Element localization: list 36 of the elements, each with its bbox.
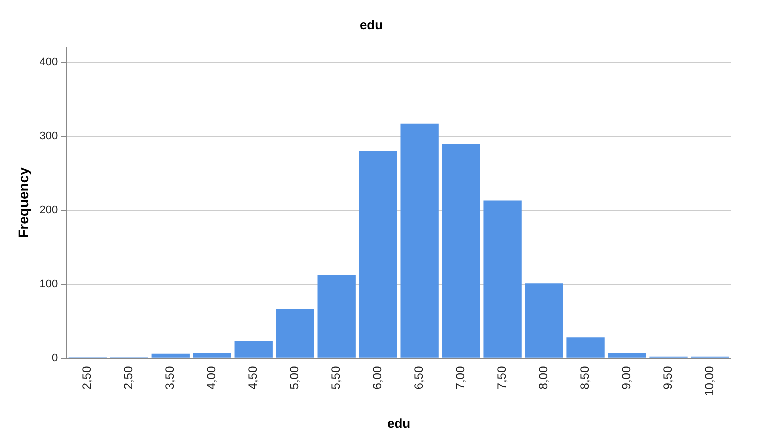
bar xyxy=(234,341,273,358)
x-tick-label: 2,50 xyxy=(122,366,136,390)
x-tick-label: 6,50 xyxy=(412,366,426,390)
bar xyxy=(525,284,564,358)
bar xyxy=(400,124,439,358)
x-tick-label: 9,00 xyxy=(620,366,634,390)
x-tick-label: 4,00 xyxy=(204,366,219,390)
bar xyxy=(318,276,356,358)
x-axis-title: edu xyxy=(388,416,411,431)
x-tick-label: 7,50 xyxy=(495,366,510,390)
bar xyxy=(484,200,522,358)
x-tick-label: 3,50 xyxy=(163,366,178,390)
bar xyxy=(193,353,232,358)
bar xyxy=(152,354,190,358)
x-tick-label: 6,00 xyxy=(370,366,385,390)
y-tick-label: 0 xyxy=(52,352,58,364)
bar xyxy=(608,353,646,358)
bar xyxy=(359,151,398,358)
y-tick-label: 100 xyxy=(40,278,58,290)
y-axis-title: Frequency xyxy=(15,167,32,238)
bar xyxy=(276,310,314,358)
y-tick-label: 400 xyxy=(40,56,58,68)
x-tick-label: 4,50 xyxy=(246,366,260,390)
x-tick-label: 5,00 xyxy=(288,366,302,390)
x-tick-label: 2,50 xyxy=(80,366,94,390)
x-tick-label: 8,00 xyxy=(536,366,551,390)
bar xyxy=(442,144,480,358)
y-tick-label: 200 xyxy=(40,204,58,216)
x-tick-label: 9,50 xyxy=(661,366,676,390)
x-tick-label: 10,00 xyxy=(702,366,717,396)
x-tick-label: 5,50 xyxy=(329,366,344,390)
x-tick-label: 8,50 xyxy=(578,366,592,390)
y-tick-label: 300 xyxy=(40,130,58,142)
chart-title: edu xyxy=(360,17,384,32)
bar xyxy=(566,338,605,358)
x-tick-label: 7,00 xyxy=(454,366,468,390)
